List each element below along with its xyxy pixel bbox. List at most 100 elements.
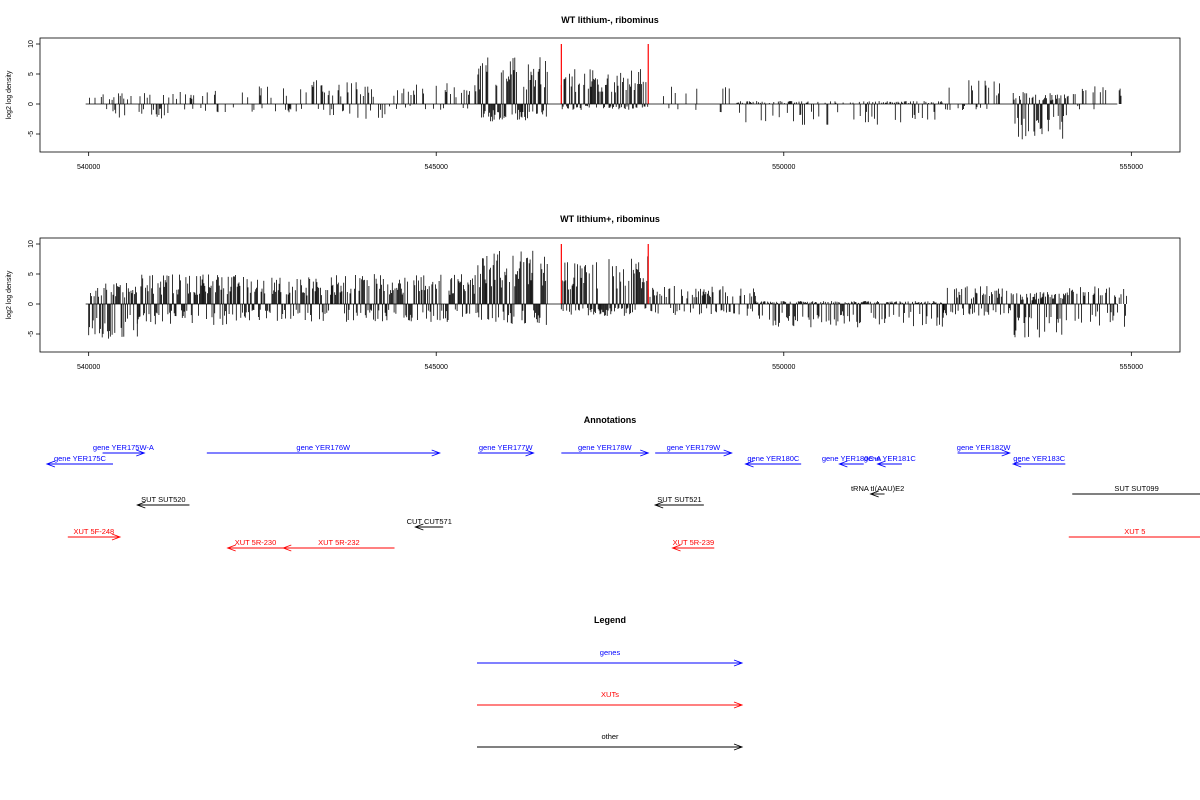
x-tick-label: 555000 [1120,364,1143,371]
arrow-head [45,460,56,468]
feature-label: gene YER177W [479,443,534,452]
feature-label: gene YER181C [864,454,917,463]
annotation-feature: gene YER183C [1011,454,1066,468]
feature-label: gene YER180C [747,454,800,463]
arrow-head [671,544,681,552]
y-tick-label: 10 [28,240,35,248]
x-tick-label: 540000 [77,164,100,171]
annotation-feature: XUT 5F-248 [67,527,122,541]
legend-item-xuts: XUTs [477,690,744,709]
annotation-feature: gene YER178W [561,443,650,457]
annotation-feature: gene YER175C [45,454,113,468]
annotation-feature: CUT CUT571 [407,517,452,531]
annotation-feature: gene YER175W-A [93,443,154,457]
annotation-feature: gene YER177W [477,443,535,457]
feature-label: XUT 5 [1124,527,1145,536]
feature-label: XUT 5F-248 [74,527,115,536]
annotation-feature: gene YER176W [206,443,441,457]
y-axis-label: log2 log density [6,270,13,319]
arrow-head [733,743,744,751]
arrow-head [431,449,441,457]
x-tick-label: 550000 [772,164,795,171]
feature-label: tRNA tI(AAU)E2 [851,484,904,493]
panel-title: WT lithium+, ribominus [560,214,660,224]
arrow-head [723,449,733,457]
y-tick-label: -5 [28,331,35,337]
highlight-lines [560,44,649,104]
annotation-feature: gene YER181C [864,454,917,468]
plot-frame [39,37,1181,153]
annotation-feature: gene YER180C-A [822,454,881,468]
legend-items: genes XUTs other [477,648,744,751]
arrow-head [1001,449,1011,457]
legend-item-other: other [477,732,744,751]
x-axis: 540000 545000 550000 555000 [77,152,1143,171]
annotation-feature: SUT SUT520 [136,495,190,509]
x-tick-label: 545000 [425,364,448,371]
arrow-head [111,533,122,541]
feature-label: XUT 5R-239 [673,538,715,547]
x-tick-label: 540000 [77,364,100,371]
coverage-bars [89,57,1122,140]
annotation-feature: tRNA tI(AAU)E2 [851,484,904,498]
feature-label: gene YER182W [957,443,1012,452]
y-axis-label: log2 log density [6,70,13,119]
annotation-feature: SUT SUT521 [653,495,704,509]
annotation-feature: XUT 5 [1068,527,1200,538]
feature-label: XUT 5R-232 [318,538,360,547]
feature-label: gene YER183C [1013,454,1066,463]
annotation-feature: XUT 5R-232 [282,538,395,552]
arrow-head [282,544,292,552]
legend-label: genes [600,648,621,657]
x-tick-label: 545000 [425,164,448,171]
annotation-feature: gene YER179W [655,443,733,457]
annotation-feature: SUT SUT099 [1072,484,1200,495]
coverage-panel-lithium-plus: WT lithium+, ribominus log2 log density … [6,214,1181,371]
arrow-head [876,460,886,468]
panel-title: WT lithium-, ribominus [561,15,659,25]
arrow-head [869,490,879,498]
arrow-head [226,544,236,552]
legend-item-genes: genes [477,648,744,667]
feature-label: gene YER175C [54,454,107,463]
arrow-head [414,523,424,531]
arrow-head [733,701,744,709]
highlight-lines [560,244,649,304]
x-tick-label: 555000 [1120,164,1143,171]
annotation-feature: gene YER180C [744,454,802,468]
feature-label: SUT SUT520 [141,495,185,504]
arrow-head [136,501,146,509]
arrow-head [838,460,848,468]
legend-label: XUTs [601,690,619,699]
x-tick-label: 550000 [772,364,795,371]
y-tick-label: 5 [28,272,35,276]
feature-label: SUT SUT521 [657,495,701,504]
feature-label: SUT SUT099 [1114,484,1158,493]
arrow-head [136,449,146,457]
legend: Legend genes XUTs other [477,615,744,751]
y-axis: -5 0 5 10 [28,40,40,137]
arrow-head [1011,460,1022,468]
feature-label: XUT 5R-230 [235,538,277,547]
y-tick-label: 10 [28,40,35,48]
y-tick-label: -5 [28,131,35,137]
y-tick-label: 0 [28,302,35,306]
legend-label: other [601,732,619,741]
annotation-feature: gene YER182W [957,443,1012,457]
feature-label: gene YER178W [578,443,633,452]
y-axis: -5 0 5 10 [28,240,40,337]
annotations-title: Annotations [584,415,637,425]
coverage-bars [88,250,1127,339]
annotation-feature: XUT 5R-239 [671,538,715,552]
y-tick-label: 0 [28,102,35,106]
coverage-panel-lithium-minus: WT lithium-, ribominus log2 log density … [6,15,1181,171]
plot-frame [39,237,1181,353]
feature-label: gene YER180C-A [822,454,881,463]
arrow-head [525,449,535,457]
arrow-head [653,501,664,509]
y-tick-label: 5 [28,72,35,76]
annotation-feature: XUT 5R-230 [226,538,284,552]
feature-label: CUT CUT571 [407,517,452,526]
